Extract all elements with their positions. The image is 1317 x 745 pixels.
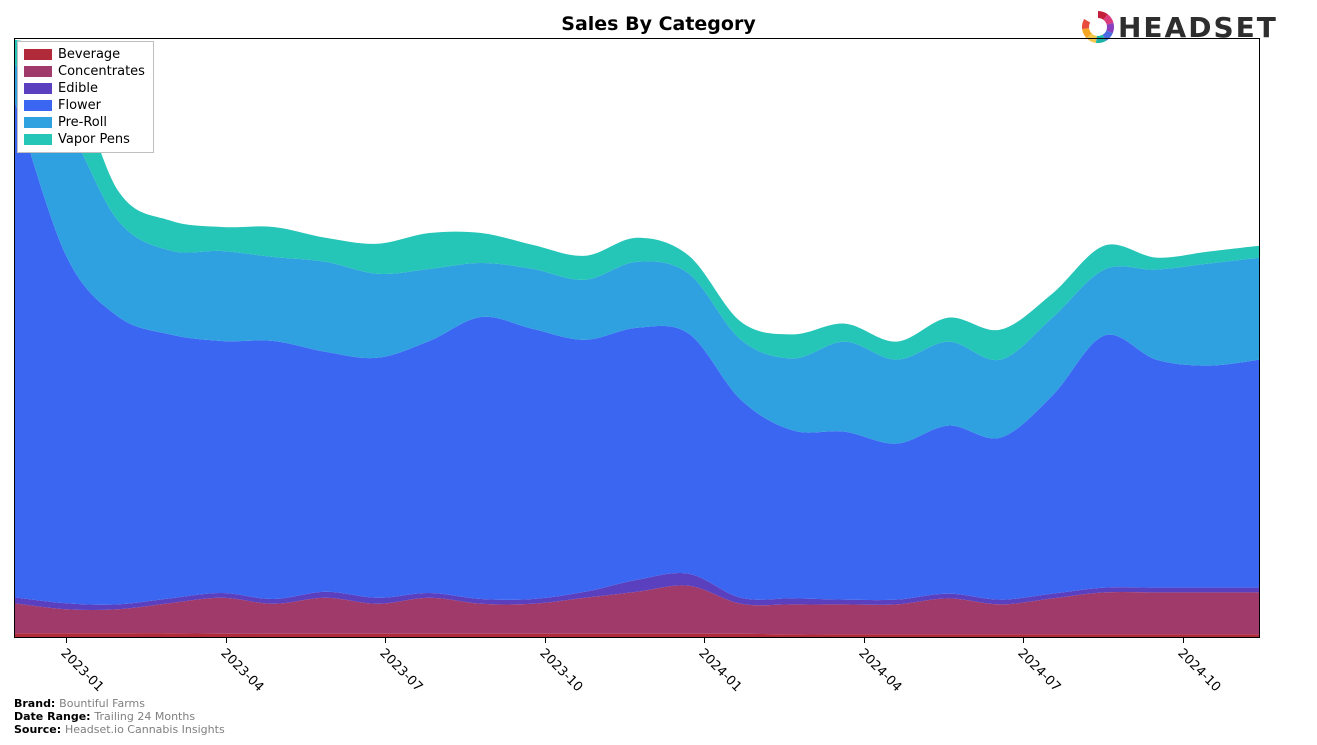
x-tick-mark — [1023, 638, 1024, 643]
legend-label: Pre-Roll — [58, 115, 107, 130]
footer-value: Bountiful Farms — [59, 697, 145, 710]
legend-item: Pre-Roll — [24, 114, 145, 131]
x-tick-label: 2024-01 — [696, 646, 745, 695]
legend-label: Edible — [58, 81, 98, 96]
plot-border — [14, 38, 1260, 638]
legend: Beverage Concentrates Edible Flower Pre-Roll… — [17, 41, 154, 153]
legend-item: Flower — [24, 97, 145, 114]
legend-swatch — [24, 117, 52, 128]
legend-swatch — [24, 134, 52, 145]
legend-swatch — [24, 66, 52, 77]
x-tick-mark — [704, 638, 705, 643]
legend-item: Edible — [24, 80, 145, 97]
x-tick-label: 2024-10 — [1174, 646, 1223, 695]
x-tick-mark — [545, 638, 546, 643]
x-tick-label: 2023-10 — [536, 646, 585, 695]
footer-line: Brand: Bountiful Farms — [14, 697, 225, 710]
legend-item: Beverage — [24, 46, 145, 63]
footer-key: Date Range: — [14, 710, 94, 723]
legend-swatch — [24, 100, 52, 111]
legend-label: Beverage — [58, 47, 120, 62]
x-tick-label: 2024-07 — [1015, 646, 1064, 695]
legend-label: Vapor Pens — [58, 132, 130, 147]
footer-key: Brand: — [14, 697, 59, 710]
legend-item: Vapor Pens — [24, 131, 145, 148]
x-tick-mark — [66, 638, 67, 643]
footer-line: Source: Headset.io Cannabis Insights — [14, 723, 225, 736]
footer-value: Trailing 24 Months — [94, 710, 195, 723]
legend-item: Concentrates — [24, 63, 145, 80]
legend-label: Flower — [58, 98, 101, 113]
x-tick-mark — [1183, 638, 1184, 643]
footer-line: Date Range: Trailing 24 Months — [14, 710, 225, 723]
legend-swatch — [24, 49, 52, 60]
chart-footer: Brand: Bountiful FarmsDate Range: Traili… — [14, 697, 225, 736]
x-tick-label: 2023-01 — [58, 646, 107, 695]
x-tick-label: 2023-04 — [217, 646, 266, 695]
x-tick-label: 2024-04 — [855, 646, 904, 695]
x-tick-mark — [226, 638, 227, 643]
x-tick-mark — [864, 638, 865, 643]
legend-swatch — [24, 83, 52, 94]
footer-key: Source: — [14, 723, 65, 736]
legend-label: Concentrates — [58, 64, 145, 79]
footer-value: Headset.io Cannabis Insights — [65, 723, 225, 736]
x-tick-mark — [385, 638, 386, 643]
x-tick-label: 2023-07 — [377, 646, 426, 695]
